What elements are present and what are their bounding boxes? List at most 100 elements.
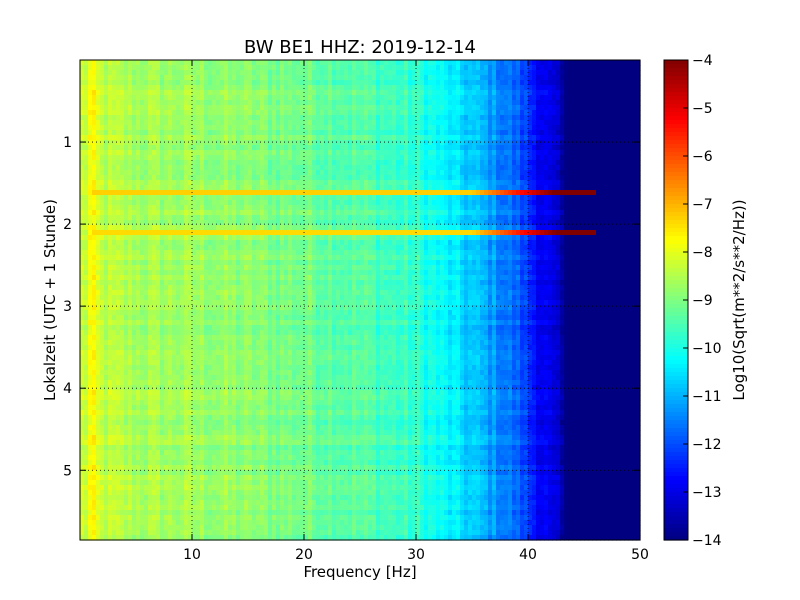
heatmap-cell xyxy=(104,200,109,206)
heatmap-cell xyxy=(620,190,625,196)
heatmap-cell xyxy=(216,220,221,226)
heatmap-cell xyxy=(204,185,209,191)
heatmap-cell xyxy=(528,65,533,71)
heatmap-cell xyxy=(324,130,329,136)
heatmap-cell xyxy=(100,225,105,231)
heatmap-cell xyxy=(100,85,105,91)
heatmap-cell xyxy=(412,160,417,166)
heatmap-cell xyxy=(84,65,89,71)
heatmap-cell xyxy=(600,155,605,161)
heatmap-cell xyxy=(116,225,121,231)
heatmap-cell xyxy=(120,180,125,186)
heatmap-cell xyxy=(252,220,257,226)
heatmap-cell xyxy=(196,60,201,66)
heatmap-cell xyxy=(140,180,145,186)
heatmap-cell xyxy=(160,115,165,121)
heatmap-cell xyxy=(580,95,585,101)
heatmap-cell xyxy=(236,125,241,131)
heatmap-cell xyxy=(340,165,345,171)
heatmap-cell xyxy=(468,60,473,66)
heatmap-cell xyxy=(168,165,173,171)
heatmap-cell xyxy=(368,195,373,201)
heatmap-cell xyxy=(596,190,601,196)
heatmap-cell xyxy=(356,205,361,211)
heatmap-cell xyxy=(424,100,429,106)
heatmap-cell xyxy=(188,90,193,96)
heatmap-cell xyxy=(372,145,377,151)
heatmap-cell xyxy=(408,115,413,121)
heatmap-cell xyxy=(236,155,241,161)
heatmap-cell xyxy=(564,70,569,76)
heatmap-cell xyxy=(504,95,509,101)
heatmap-cell xyxy=(148,85,153,91)
heatmap-cell xyxy=(336,170,341,176)
heatmap-cell xyxy=(452,230,457,236)
heatmap-cell xyxy=(96,135,101,141)
heatmap-cell xyxy=(520,60,525,66)
heatmap-cell xyxy=(224,95,229,101)
heatmap-cell xyxy=(576,190,581,196)
heatmap-cell xyxy=(188,80,193,86)
heatmap-cell xyxy=(172,140,177,146)
heatmap-cell xyxy=(540,225,545,231)
heatmap-cell xyxy=(376,95,381,101)
heatmap-cell xyxy=(144,190,149,196)
heatmap-cell xyxy=(628,105,633,111)
heatmap-cell xyxy=(600,190,605,196)
heatmap-cell xyxy=(516,155,521,161)
heatmap-cell xyxy=(156,230,161,236)
heatmap-cell xyxy=(280,80,285,86)
heatmap-cell xyxy=(580,150,585,156)
heatmap-cell xyxy=(588,135,593,141)
heatmap-cell xyxy=(304,60,309,66)
heatmap-cell xyxy=(384,215,389,221)
heatmap-cell xyxy=(292,225,297,231)
heatmap-cell xyxy=(420,130,425,136)
heatmap-cell xyxy=(132,220,137,226)
heatmap-cell xyxy=(256,135,261,141)
heatmap-cell xyxy=(616,180,621,186)
heatmap-cell xyxy=(612,155,617,161)
heatmap-cell xyxy=(248,145,253,151)
heatmap-cell xyxy=(540,200,545,206)
heatmap-cell xyxy=(148,155,153,161)
heatmap-cell xyxy=(296,215,301,221)
heatmap-cell xyxy=(380,75,385,81)
heatmap-cell xyxy=(420,210,425,216)
heatmap-cell xyxy=(288,70,293,76)
heatmap-cell xyxy=(636,75,641,81)
heatmap-cell xyxy=(292,165,297,171)
heatmap-cell xyxy=(376,160,381,166)
heatmap-cell xyxy=(344,85,349,91)
heatmap-cell xyxy=(256,110,261,116)
heatmap-cell xyxy=(516,115,521,121)
heatmap-cell xyxy=(500,110,505,116)
heatmap-cell xyxy=(292,130,297,136)
heatmap-cell xyxy=(616,115,621,121)
heatmap-cell xyxy=(364,235,369,241)
heatmap-cell xyxy=(240,95,245,101)
heatmap-cell xyxy=(436,130,441,136)
heatmap-cell xyxy=(396,205,401,211)
heatmap-cell xyxy=(148,150,153,156)
heatmap-cell xyxy=(488,210,493,216)
heatmap-cell xyxy=(472,200,477,206)
heatmap-cell xyxy=(472,90,477,96)
heatmap-cell xyxy=(628,220,633,226)
heatmap-cell xyxy=(368,105,373,111)
heatmap-cell xyxy=(412,65,417,71)
heatmap-cell xyxy=(544,195,549,201)
heatmap-cell xyxy=(612,60,617,66)
heatmap-cell xyxy=(252,170,257,176)
heatmap-cell xyxy=(360,105,365,111)
heatmap-cell xyxy=(280,70,285,76)
heatmap-cell xyxy=(352,125,357,131)
heatmap-cell xyxy=(604,190,609,196)
heatmap-cell xyxy=(520,105,525,111)
heatmap-cell xyxy=(184,170,189,176)
heatmap-cell xyxy=(176,225,181,231)
heatmap-cell xyxy=(188,205,193,211)
heatmap-cell xyxy=(436,80,441,86)
heatmap-cell xyxy=(620,195,625,201)
heatmap-cell xyxy=(300,225,305,231)
